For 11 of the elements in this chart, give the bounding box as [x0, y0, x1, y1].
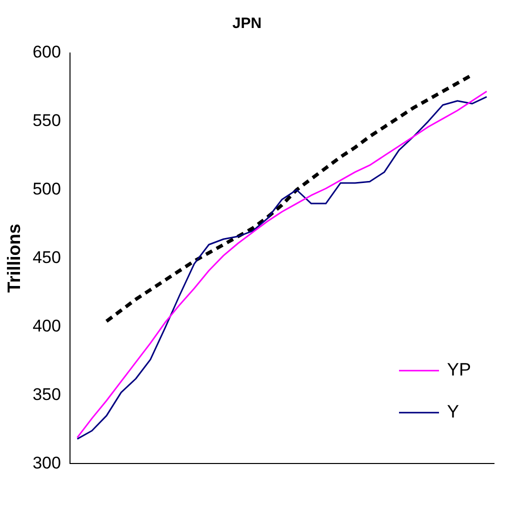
- y-tick-label: 350: [32, 384, 61, 404]
- y-tick-label: 300: [32, 453, 61, 472]
- y-tick-label: 600: [32, 42, 61, 62]
- y-tick-label: 400: [32, 316, 61, 336]
- y-tick-label: 450: [32, 248, 61, 267]
- legend-label: Y: [447, 402, 460, 422]
- y-axis-title: Trillions: [4, 224, 24, 293]
- y-tick-label: 500: [32, 180, 61, 199]
- chart-title: JPN: [232, 15, 262, 32]
- y-tick-label: 550: [32, 111, 61, 130]
- legend-label: YP: [447, 360, 472, 380]
